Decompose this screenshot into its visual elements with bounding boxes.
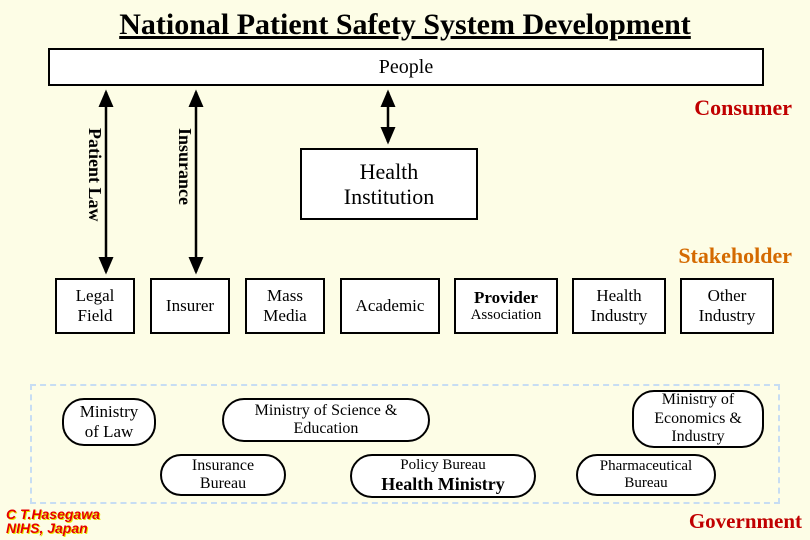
ministry-econ-ind-label: Ministry of Economics & Industry bbox=[654, 391, 742, 446]
page-title: National Patient Safety System Developme… bbox=[0, 0, 810, 42]
provider-label: Provider bbox=[474, 288, 538, 308]
box-ministry-sci-edu: Ministry of Science & Education bbox=[222, 398, 430, 442]
other-industry-label: Other Industry bbox=[699, 286, 756, 325]
policy-bureau-label: Policy Bureau bbox=[400, 457, 485, 474]
mass-media-label: Mass Media bbox=[263, 286, 306, 325]
box-mass-media: Mass Media bbox=[245, 278, 325, 334]
ministry-sci-edu-label: Ministry of Science & Education bbox=[255, 402, 398, 439]
box-other-industry: Other Industry bbox=[680, 278, 774, 334]
insurance-bureau-label: Insurance Bureau bbox=[192, 457, 254, 494]
ministry-law-label: Ministry of Law bbox=[80, 402, 139, 441]
label-insurance: Insurance bbox=[174, 128, 195, 205]
people-label: People bbox=[379, 56, 433, 79]
box-insurer: Insurer bbox=[150, 278, 230, 334]
box-health-institution: Health Institution bbox=[300, 148, 478, 220]
box-provider-assoc: Provider Association bbox=[454, 278, 558, 334]
box-health-industry: Health Industry bbox=[572, 278, 666, 334]
copyright: C T.Hasegawa NIHS, Japan bbox=[6, 507, 100, 536]
copyright-line2: NIHS, Japan bbox=[6, 521, 100, 536]
box-academic: Academic bbox=[340, 278, 440, 334]
box-pharma-bureau: Pharmaceutical Bureau bbox=[576, 454, 716, 496]
association-label: Association bbox=[471, 307, 542, 324]
copyright-line1: C T.Hasegawa bbox=[6, 507, 100, 522]
box-ministry-econ-ind: Ministry of Economics & Industry bbox=[632, 390, 764, 448]
pharma-bureau-label: Pharmaceutical Bureau bbox=[600, 458, 692, 493]
academic-label: Academic bbox=[356, 296, 425, 316]
health-institution-label: Health Institution bbox=[344, 159, 434, 210]
label-patient-law: Patient Law bbox=[84, 128, 105, 222]
insurer-label: Insurer bbox=[166, 296, 214, 316]
box-insurance-bureau: Insurance Bureau bbox=[160, 454, 286, 496]
health-ministry-label: Health Ministry bbox=[381, 474, 505, 495]
label-consumer: Consumer bbox=[694, 95, 792, 121]
box-legal-field: Legal Field bbox=[55, 278, 135, 334]
label-government: Government bbox=[689, 509, 802, 534]
label-stakeholder: Stakeholder bbox=[678, 243, 792, 269]
legal-field-label: Legal Field bbox=[76, 286, 115, 325]
box-people: People bbox=[48, 48, 764, 86]
box-ministry-law: Ministry of Law bbox=[62, 398, 156, 446]
box-health-ministry: Policy Bureau Health Ministry bbox=[350, 454, 536, 498]
health-industry-label: Health Industry bbox=[591, 286, 648, 325]
